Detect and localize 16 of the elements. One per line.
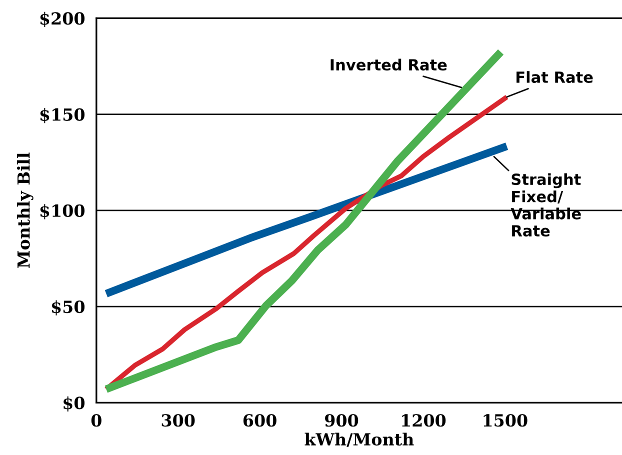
- y-tick-label: $50: [52, 300, 85, 316]
- annotation: Straight Fixed/ Variable Rate: [510, 173, 581, 237]
- y-axis-title: Monthly Bill: [16, 152, 34, 268]
- x-tick-label: 1500: [484, 414, 528, 427]
- x-tick-label: 600: [243, 414, 276, 427]
- y-tick-label: $200: [40, 12, 85, 27]
- y-tick-label: $150: [40, 108, 85, 124]
- annotation: Flat Rate: [516, 71, 593, 83]
- x-tick-label: 1200: [402, 414, 446, 427]
- x-axis-title: kWh/Month: [304, 432, 414, 447]
- x-tick-label: 0: [91, 414, 102, 427]
- x-tick-label: 300: [162, 414, 195, 427]
- x-tick-label: 900: [325, 414, 358, 427]
- annotation: Inverted Rate: [330, 58, 447, 71]
- y-tick-label: $100: [40, 204, 85, 220]
- y-tick-label: $0: [64, 396, 85, 412]
